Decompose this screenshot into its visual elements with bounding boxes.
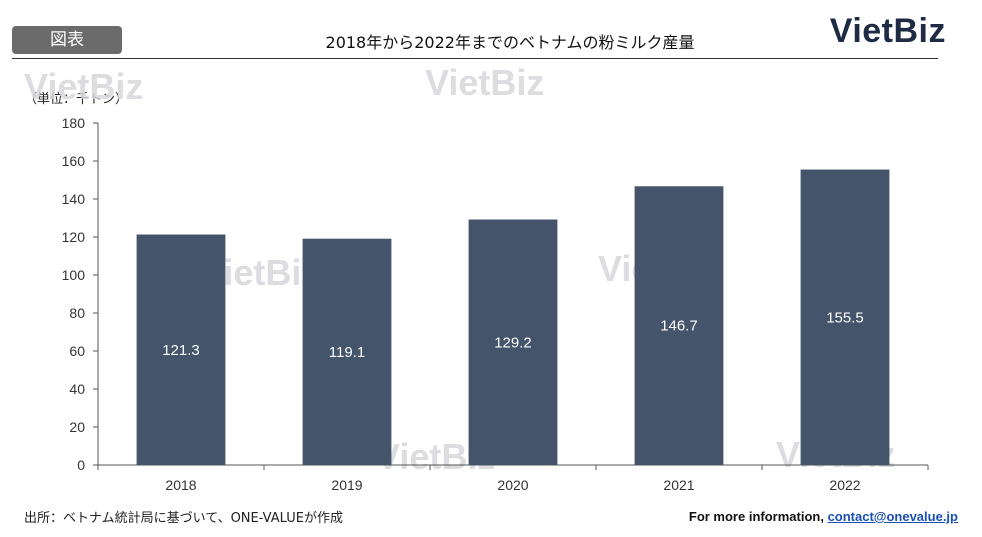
y-tick-label: 100	[62, 267, 86, 283]
chart-title: 2018年から2022年までのベトナムの粉ミルク産量	[325, 33, 695, 52]
x-tick-label: 2020	[497, 477, 528, 493]
contact-email-link[interactable]: contact@onevalue.jp	[827, 509, 958, 524]
bar-2019	[302, 238, 392, 465]
y-tick-label: 140	[62, 191, 86, 207]
x-tick-label: 2019	[331, 477, 362, 493]
bar-2022	[800, 169, 890, 466]
y-tick-label: 40	[69, 381, 85, 397]
y-tick-label: 80	[69, 305, 85, 321]
bar-value-label: 121.3	[162, 342, 200, 359]
bar-2020	[468, 219, 558, 465]
watermark: VietBiz	[425, 62, 545, 103]
x-tick-label: 2021	[663, 477, 694, 493]
bar-2018	[136, 234, 226, 465]
bar-value-label: 119.1	[329, 344, 365, 361]
figure-label: 図表	[12, 26, 122, 54]
y-tick-label: 20	[69, 419, 85, 435]
y-tick-label: 120	[62, 229, 86, 245]
source-note: 出所：ベトナム統計局に基づいて、ONE-VALUEが作成	[24, 511, 343, 526]
vietbiz-logo: VietBiz	[829, 12, 946, 50]
x-tick-label: 2018	[165, 477, 196, 493]
y-tick-label: 60	[69, 343, 85, 359]
y-tick-label: 0	[77, 457, 85, 473]
unit-label: （単位：千トン）	[24, 92, 129, 107]
bar-value-label: 155.5	[826, 309, 864, 326]
contact-info: For more information, contact@onevalue.j…	[689, 509, 958, 524]
x-axis: 2018 2019 2020 2021 2022	[97, 464, 929, 493]
bars: 121.3 119.1 129.2 146.7 155.5	[136, 169, 890, 466]
bar-value-label: 129.2	[494, 334, 532, 351]
y-tick-label: 180	[62, 115, 86, 131]
x-tick-label: 2022	[829, 477, 860, 493]
contact-prefix: For more information,	[688, 509, 824, 524]
y-tick-label: 160	[62, 153, 86, 169]
bar-2021	[634, 186, 724, 465]
watermark: VietBiz	[24, 66, 144, 107]
y-axis: 0 20 40 60 80 100 120 140 160 180	[62, 115, 99, 473]
bar-value-label: 146.7	[660, 318, 698, 335]
header-divider	[12, 58, 938, 59]
